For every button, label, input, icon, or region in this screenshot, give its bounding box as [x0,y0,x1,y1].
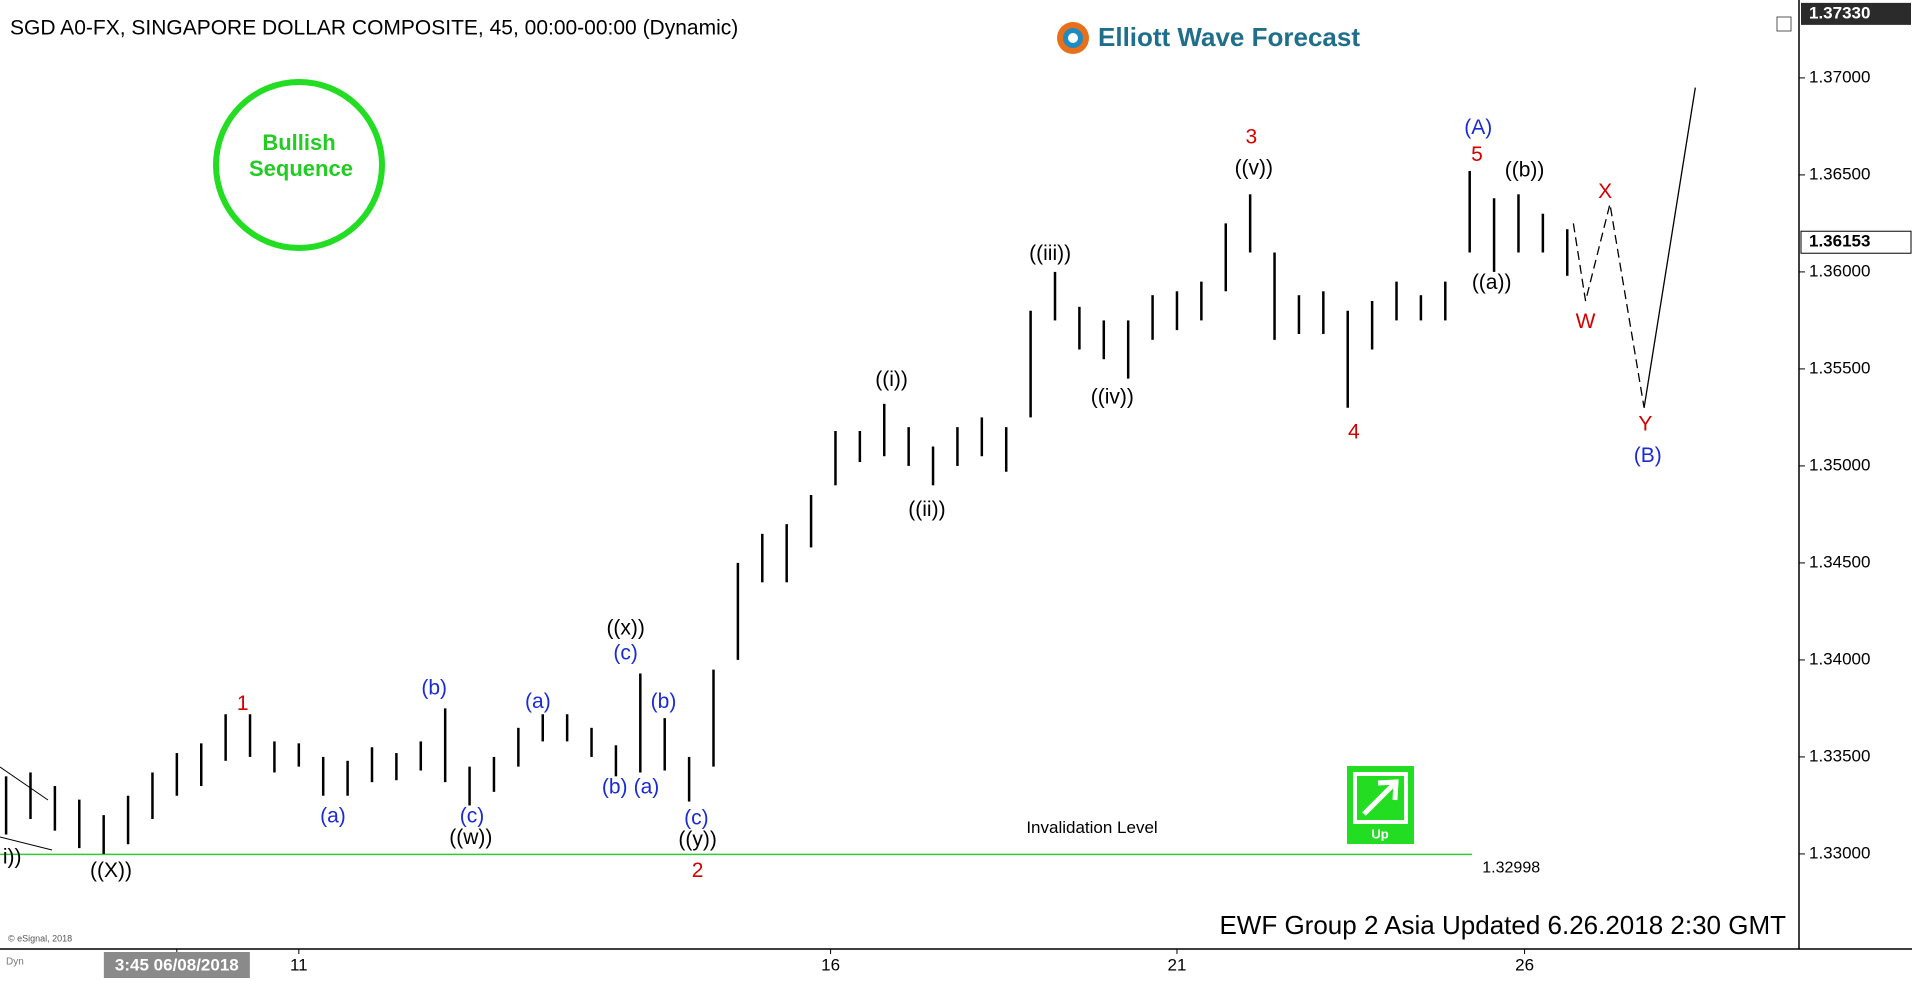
window-button[interactable] [1776,16,1792,32]
y-tick-label: 1.34000 [1809,649,1870,668]
wave-label: 5 [1471,143,1483,166]
wave-label: ((X)) [90,859,132,882]
x-tick-label: 3:45 06/08/2018 [115,955,239,974]
wave-label: (b) [651,690,677,713]
x-tick-label: 21 [1168,955,1187,974]
invalidation-label: Invalidation Level [1026,818,1157,837]
projection-dashed [1572,203,1645,408]
wave-label: ((a)) [1472,271,1512,294]
wave-label: X [1598,180,1612,203]
top-price-box [1801,2,1911,25]
chart-title: SGD A0-FX, SINGAPORE DOLLAR COMPOSITE, 4… [10,17,738,40]
footer-note: EWF Group 2 Asia Updated 6.26.2018 2:30 … [1219,910,1786,940]
up-arrow [1362,779,1399,816]
credit: © eSignal, 2018 [8,933,72,943]
bullish-badge: Bullish Sequence [213,79,385,251]
wave-label: ((v)) [1235,157,1273,180]
up-icon: Up [1347,766,1414,844]
wave-label: ((w)) [449,826,492,849]
invalidation-value: 1.32998 [1482,860,1540,877]
wave-label: 2 [692,859,704,882]
wave-label: W [1576,310,1596,333]
wave-label: (c) [460,805,485,828]
x-tick-label: 16 [821,955,840,974]
projection-solid [1643,87,1696,408]
trend-line [0,836,53,851]
up-label: Up [1371,826,1388,841]
badge-text: Bullish Sequence [249,130,353,181]
wave-label: (B) [1634,444,1662,467]
wave-label: 3 [1246,126,1258,149]
badge-box: Bullish Sequence [249,130,353,181]
wave-label: (c) [684,807,709,830]
wave-label: (A) [1464,116,1492,139]
wave-label: ((x)) [606,616,644,639]
dyn-label: Dyn [6,957,24,968]
wave-label: ((iv)) [1091,386,1134,409]
last-price-label: 1.36153 [1809,232,1870,251]
x-tick-label: 26 [1515,955,1534,974]
wave-label: ((i)) [875,368,908,391]
y-tick-label: 1.33000 [1809,843,1870,862]
logo-mark [1068,33,1078,43]
y-tick-label: 1.34500 [1809,552,1870,571]
trend-line [0,766,49,801]
wave-label: ((ii)) [908,498,945,521]
wave-label: Y [1638,413,1652,436]
y-tick-label: 1.36000 [1809,261,1870,280]
badge-ring [213,79,385,251]
top-price-label: 1.37330 [1809,3,1870,22]
wave-label: (c) [613,642,638,665]
brand-name: Elliott Wave Forecast [1098,22,1360,52]
wave-label: ((y)) [678,828,716,851]
wave-label: 4 [1348,420,1360,443]
y-tick-label: 1.37000 [1809,67,1870,86]
y-tick-label: 1.35000 [1809,455,1870,474]
brand-logo: Elliott Wave Forecast [1057,22,1360,54]
wave-label: ((b)) [1505,159,1545,182]
wave-label: (a) [525,690,551,713]
wave-label: 1 [237,692,249,715]
wave-label: (a) [320,805,346,828]
y-tick-label: 1.35500 [1809,358,1870,377]
wave-label: (a) [634,776,660,799]
wave-label: i)) [3,845,22,868]
last-price-box [1800,230,1912,254]
y-tick-label: 1.33500 [1809,746,1870,765]
y-tick-label: 1.36500 [1809,164,1870,183]
wave-label: ((iii)) [1029,242,1071,265]
x-tick-label: 11 [290,955,308,974]
wave-label: (b) [602,776,628,799]
x-tick-highlight [103,952,250,978]
wave-label: (b) [421,677,447,700]
